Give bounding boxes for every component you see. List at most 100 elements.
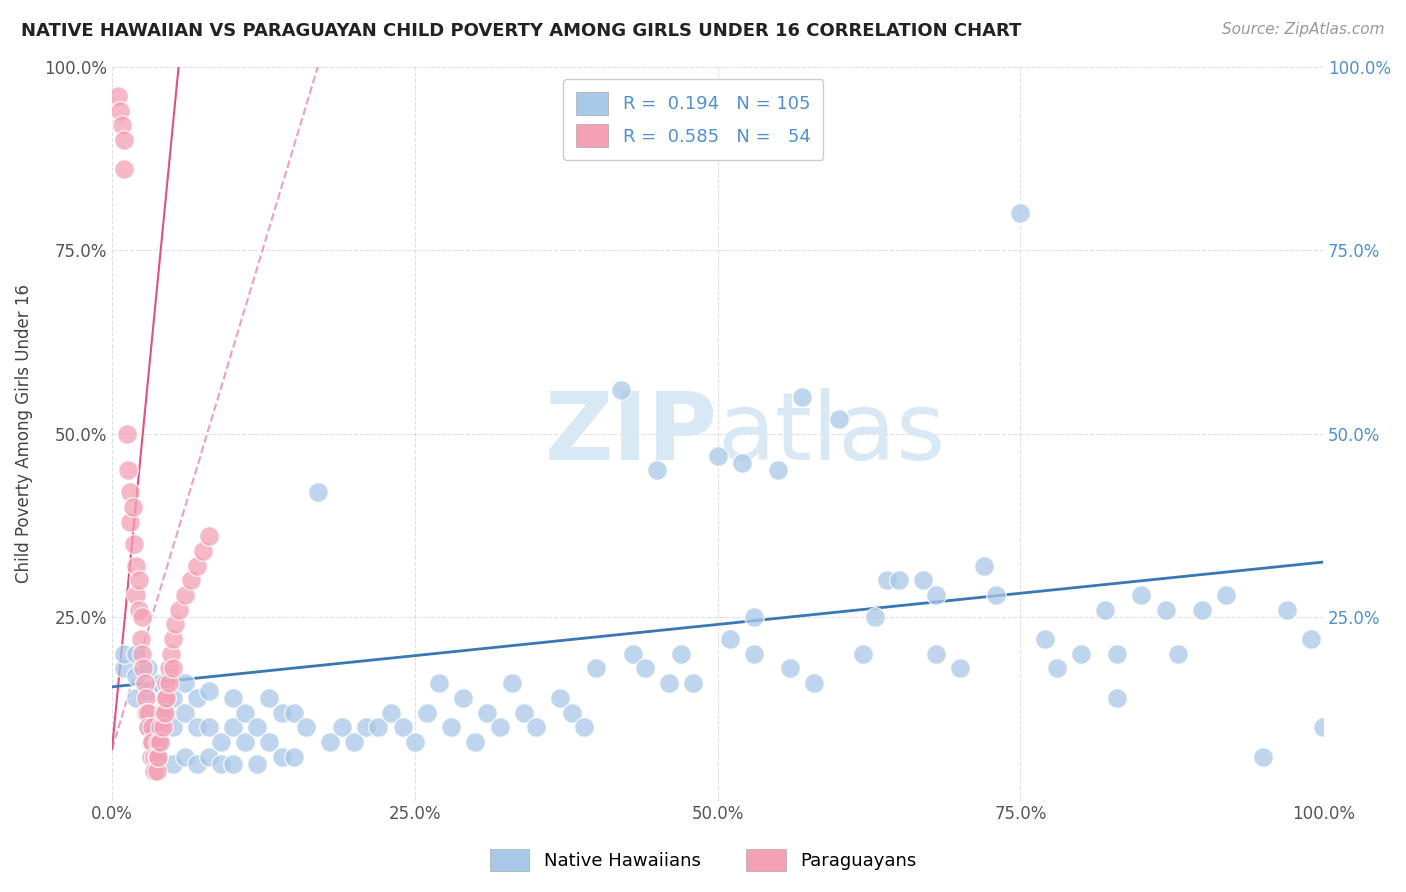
Point bbox=[924, 588, 946, 602]
Point bbox=[863, 610, 886, 624]
Point bbox=[488, 720, 510, 734]
Point bbox=[246, 720, 269, 734]
Point bbox=[112, 133, 135, 147]
Point bbox=[149, 735, 172, 749]
Point bbox=[876, 574, 898, 588]
Point bbox=[1167, 647, 1189, 661]
Point bbox=[1033, 632, 1056, 647]
Point bbox=[889, 574, 911, 588]
Point bbox=[186, 690, 208, 705]
Point bbox=[246, 756, 269, 771]
Point bbox=[1215, 588, 1237, 602]
Point bbox=[294, 720, 316, 734]
Point bbox=[131, 647, 153, 661]
Point bbox=[270, 706, 292, 720]
Point bbox=[501, 676, 523, 690]
Point bbox=[658, 676, 681, 690]
Point bbox=[1070, 647, 1092, 661]
Point bbox=[718, 632, 741, 647]
Point bbox=[477, 706, 499, 720]
Text: Source: ZipAtlas.com: Source: ZipAtlas.com bbox=[1222, 22, 1385, 37]
Y-axis label: Child Poverty Among Girls Under 16: Child Poverty Among Girls Under 16 bbox=[15, 285, 32, 583]
Point bbox=[924, 647, 946, 661]
Point bbox=[283, 706, 305, 720]
Point bbox=[1107, 690, 1129, 705]
Point bbox=[1312, 720, 1334, 734]
Point bbox=[792, 390, 814, 404]
Point bbox=[163, 617, 186, 632]
Point bbox=[209, 735, 232, 749]
Text: ZIP: ZIP bbox=[544, 388, 717, 480]
Point bbox=[136, 706, 159, 720]
Point bbox=[548, 690, 571, 705]
Point bbox=[742, 610, 765, 624]
Point bbox=[742, 647, 765, 661]
Point bbox=[125, 647, 148, 661]
Point bbox=[186, 756, 208, 771]
Point bbox=[585, 661, 607, 675]
Point bbox=[157, 661, 180, 675]
Point bbox=[125, 669, 148, 683]
Point bbox=[1251, 749, 1274, 764]
Point bbox=[135, 690, 157, 705]
Point bbox=[162, 756, 184, 771]
Point bbox=[152, 706, 174, 720]
Point bbox=[125, 690, 148, 705]
Point bbox=[120, 515, 142, 529]
Point bbox=[561, 706, 583, 720]
Point bbox=[706, 449, 728, 463]
Point bbox=[112, 661, 135, 675]
Point bbox=[115, 426, 138, 441]
Point bbox=[233, 735, 256, 749]
Point bbox=[779, 661, 801, 675]
Point bbox=[143, 764, 166, 779]
Point bbox=[343, 735, 366, 749]
Point bbox=[162, 632, 184, 647]
Point bbox=[117, 463, 139, 477]
Point bbox=[682, 676, 704, 690]
Point bbox=[574, 720, 596, 734]
Text: NATIVE HAWAIIAN VS PARAGUAYAN CHILD POVERTY AMONG GIRLS UNDER 16 CORRELATION CHA: NATIVE HAWAIIAN VS PARAGUAYAN CHILD POVE… bbox=[21, 22, 1022, 40]
Point bbox=[198, 529, 221, 543]
Point bbox=[155, 676, 177, 690]
Point bbox=[160, 647, 183, 661]
Text: atlas: atlas bbox=[717, 388, 946, 480]
Point bbox=[270, 749, 292, 764]
Point bbox=[128, 574, 150, 588]
Point bbox=[1154, 603, 1177, 617]
Point bbox=[852, 647, 875, 661]
Point bbox=[186, 720, 208, 734]
Point bbox=[222, 756, 245, 771]
Point bbox=[671, 647, 693, 661]
Point bbox=[330, 720, 353, 734]
Point bbox=[416, 706, 439, 720]
Point bbox=[125, 588, 148, 602]
Point bbox=[222, 720, 245, 734]
Point bbox=[259, 690, 281, 705]
Point bbox=[404, 735, 426, 749]
Point bbox=[766, 463, 789, 477]
Point bbox=[283, 749, 305, 764]
Point bbox=[222, 690, 245, 705]
Point bbox=[131, 610, 153, 624]
Point bbox=[136, 683, 159, 698]
Point bbox=[259, 735, 281, 749]
Point bbox=[149, 706, 172, 720]
Point bbox=[198, 720, 221, 734]
Point bbox=[141, 735, 163, 749]
Point bbox=[1010, 206, 1032, 220]
Point bbox=[135, 706, 157, 720]
Point bbox=[146, 749, 169, 764]
Point bbox=[136, 720, 159, 734]
Point bbox=[984, 588, 1007, 602]
Point bbox=[356, 720, 378, 734]
Point bbox=[173, 588, 195, 602]
Point bbox=[141, 720, 163, 734]
Point bbox=[198, 749, 221, 764]
Point bbox=[121, 500, 143, 514]
Point bbox=[107, 89, 129, 103]
Point bbox=[391, 720, 413, 734]
Point bbox=[155, 690, 177, 705]
Point bbox=[1275, 603, 1298, 617]
Point bbox=[1299, 632, 1322, 647]
